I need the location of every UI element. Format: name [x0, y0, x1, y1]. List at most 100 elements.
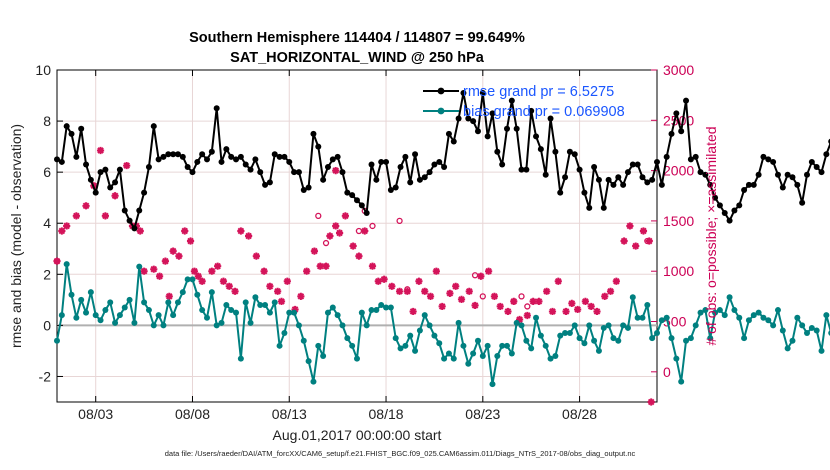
obs-assimilated-marker	[543, 287, 551, 295]
bias-point	[489, 381, 496, 388]
y-axis-label: rmse and bias (model - observation)	[8, 124, 24, 348]
rmse-point	[412, 151, 419, 158]
bias-point	[504, 342, 510, 349]
bias-point	[455, 319, 462, 326]
rmse-point	[494, 148, 501, 155]
rmse-point	[513, 125, 520, 132]
bias-point	[402, 342, 409, 349]
rmse-point	[499, 161, 506, 168]
obs-assimilated-marker	[140, 267, 148, 275]
obs-assimilated-marker	[529, 297, 537, 305]
rmse-point	[736, 202, 743, 209]
rmse-point	[528, 107, 535, 114]
bias-point	[107, 299, 114, 306]
bias-point	[228, 307, 235, 314]
bias-point	[547, 355, 554, 362]
bias-point	[770, 322, 777, 329]
rmse-point	[552, 148, 559, 155]
rmse-point	[712, 194, 719, 201]
rmse-point	[455, 115, 462, 122]
bias-point	[799, 322, 806, 329]
obs-assimilated-marker	[612, 277, 620, 285]
bias-point	[794, 314, 801, 321]
rmse-point	[150, 123, 157, 130]
obs-assimilated-marker	[297, 292, 305, 300]
obs-possible-marker	[471, 272, 479, 279]
bias-point	[237, 355, 244, 362]
rmse-point	[300, 187, 307, 194]
obs-assimilated-marker	[161, 257, 169, 265]
bias-point	[78, 296, 85, 303]
rmse-point	[702, 171, 709, 178]
rmse-point	[160, 153, 167, 160]
y-tick-label: -2	[39, 368, 52, 384]
rmse-point	[692, 153, 699, 160]
y2-tick-label: 1000	[663, 263, 694, 279]
rmse-point	[716, 202, 723, 209]
obs-possible-marker	[355, 227, 363, 235]
x-tick-label: 08/03	[78, 406, 113, 422]
rmse-point	[600, 204, 607, 211]
obs-possible-marker	[644, 237, 651, 245]
rmse-series	[54, 89, 830, 232]
rmse-point	[344, 189, 351, 196]
rmse-point	[112, 179, 119, 186]
y2-tick-label: 1500	[663, 213, 694, 229]
bias-point	[591, 337, 598, 344]
bias-point	[387, 304, 394, 311]
bias-point	[445, 350, 452, 357]
rmse-point	[465, 115, 472, 122]
bias-point	[552, 353, 559, 360]
rmse-point	[387, 187, 394, 194]
rmse-point	[436, 158, 443, 165]
rmse-point	[533, 133, 540, 140]
rmse-point	[228, 153, 235, 160]
bias-point	[189, 276, 196, 283]
bias-point	[804, 330, 810, 337]
obs-assimilated-marker	[96, 146, 105, 155]
rmse-point	[774, 171, 781, 178]
rmse-point	[179, 153, 186, 160]
obs-assimilated-marker	[626, 222, 634, 230]
rmse-point	[402, 153, 409, 160]
rmse-point	[339, 169, 346, 176]
x-tick-label: 08/23	[465, 406, 500, 422]
obs-assimilated-marker	[632, 242, 640, 250]
obs-assimilated-marker	[155, 272, 164, 280]
obs-assimilated-marker	[620, 237, 628, 245]
bias-point	[499, 342, 506, 349]
bias-point	[199, 307, 206, 314]
bias-point	[460, 342, 467, 349]
bias-point	[494, 353, 501, 360]
legend-rmse-label: rmse grand pr = 6.5275	[463, 84, 614, 100]
bias-point	[436, 340, 443, 347]
rmse-point	[760, 153, 767, 160]
rmse-point	[97, 169, 104, 176]
rmse-point	[639, 174, 646, 181]
bias-point	[68, 291, 75, 298]
rmse-point	[441, 164, 448, 171]
bias-point	[73, 314, 80, 321]
rmse-point	[668, 130, 675, 137]
obs-assimilated-marker	[409, 307, 417, 316]
rmse-point	[334, 153, 341, 160]
rmse-point	[470, 118, 477, 125]
bias-point	[741, 335, 748, 342]
obs-possible-marker	[396, 217, 403, 225]
y-tick-label: 2	[43, 266, 51, 282]
legend-rmse-marker	[437, 87, 445, 95]
bias-point	[537, 332, 544, 339]
bias-point	[673, 355, 680, 362]
bias-point	[136, 263, 143, 270]
bias-point	[697, 309, 704, 316]
bias-point	[184, 276, 191, 283]
bias-point	[624, 324, 631, 331]
bias-point	[784, 345, 791, 352]
rmse-point	[329, 156, 336, 163]
obs-assimilated-marker	[277, 297, 286, 305]
rmse-point	[576, 166, 583, 173]
obs-assimilated-marker	[322, 262, 330, 270]
bias-point	[765, 317, 772, 324]
bias-point	[305, 358, 312, 365]
obs-assimilated-marker	[574, 305, 582, 314]
